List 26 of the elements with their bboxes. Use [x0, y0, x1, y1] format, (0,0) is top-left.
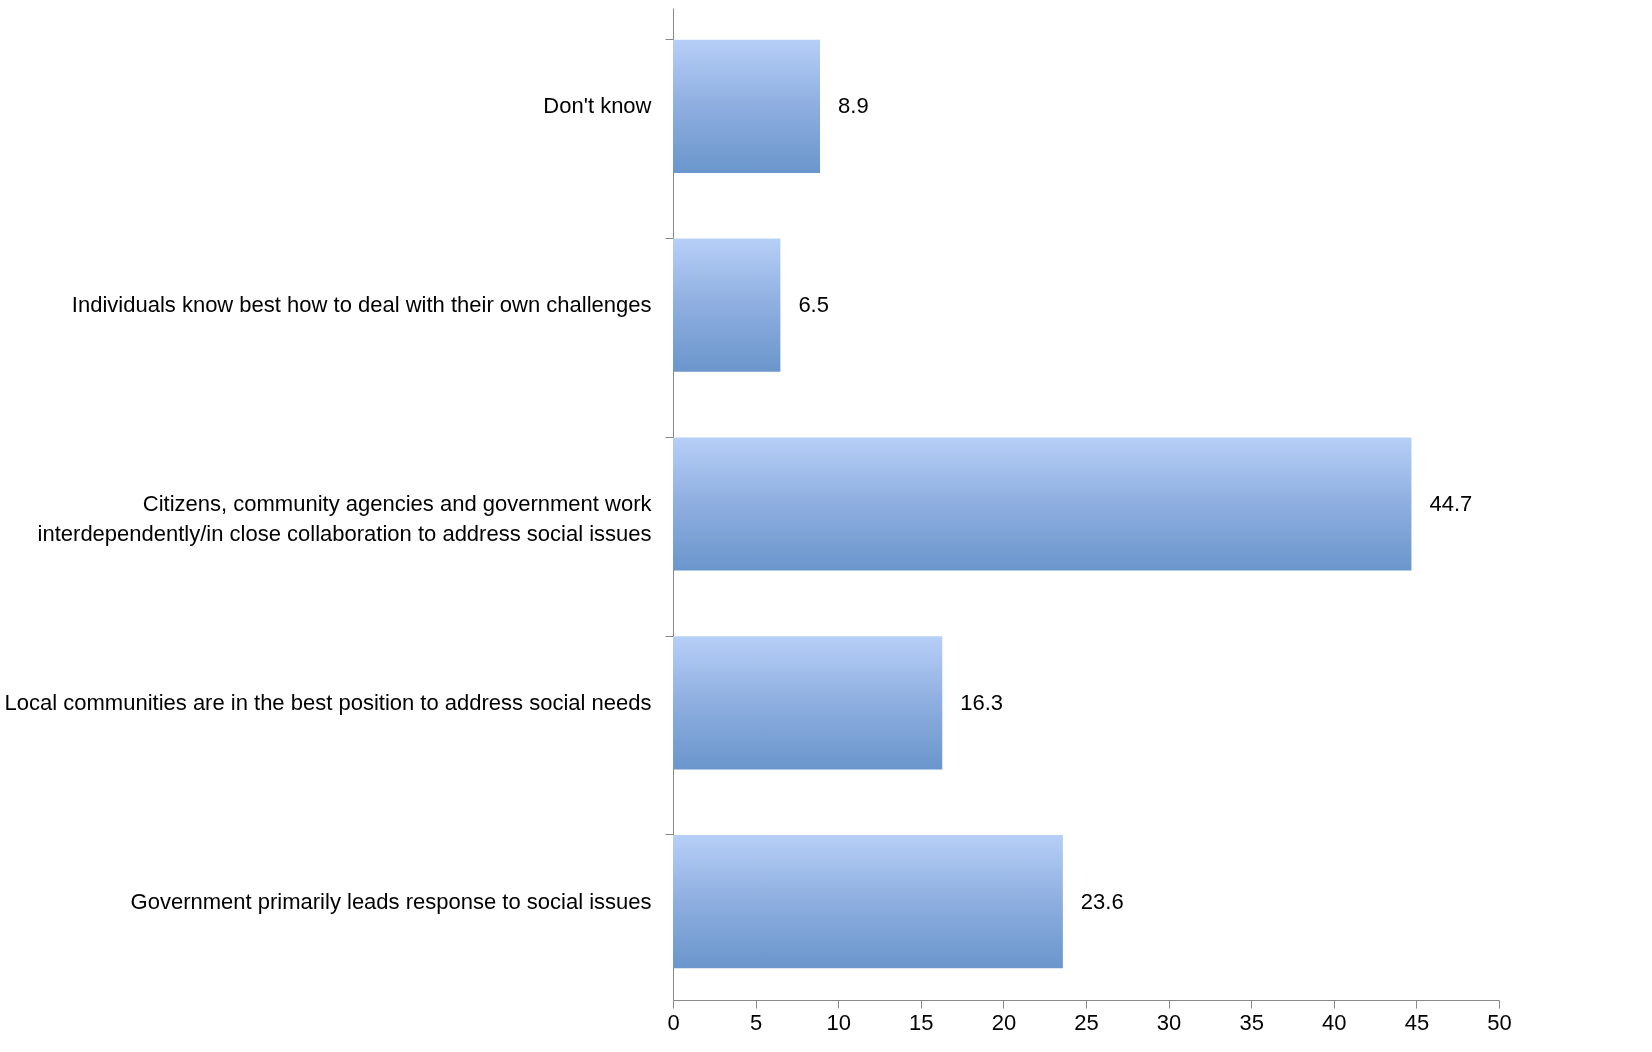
x-tick-label: 45	[1404, 1009, 1430, 1035]
y-tick-label: Don't know	[543, 93, 652, 119]
data-label: 16.3	[960, 689, 1004, 715]
x-tick-label: 30	[1156, 1009, 1182, 1035]
y-tick-label: Government primarily leads response to social issues	[130, 888, 652, 914]
data-label: 8.9	[838, 93, 869, 119]
x-tick-label: 50	[1487, 1009, 1512, 1035]
x-tick-label: 25	[1074, 1009, 1099, 1035]
data-label: 23.6	[1080, 888, 1124, 914]
data-label: 6.5	[798, 292, 829, 318]
x-tick-label: 0	[667, 1009, 680, 1035]
x-tick-label: 5	[749, 1009, 763, 1035]
bar	[673, 238, 781, 372]
y-tick-label: Local communities are in the best position to address social needs	[4, 689, 652, 715]
y-tick-label: Individuals know best how to deal with their own challenges	[71, 292, 652, 318]
bar	[673, 39, 821, 173]
x-tick-label: 40	[1322, 1009, 1347, 1035]
x-tick-label: 35	[1239, 1009, 1264, 1035]
x-tick-label: 10	[826, 1009, 851, 1035]
bar	[673, 437, 1412, 571]
x-tick-label: 15	[909, 1009, 934, 1035]
x-tick-label: 20	[991, 1009, 1017, 1035]
bar	[673, 835, 1063, 969]
y-tick-label: Citizens, community agencies and government work interdependently/in close collaboration to address social issues	[37, 491, 653, 546]
bar	[673, 636, 943, 770]
data-label: 44.7	[1429, 491, 1473, 516]
